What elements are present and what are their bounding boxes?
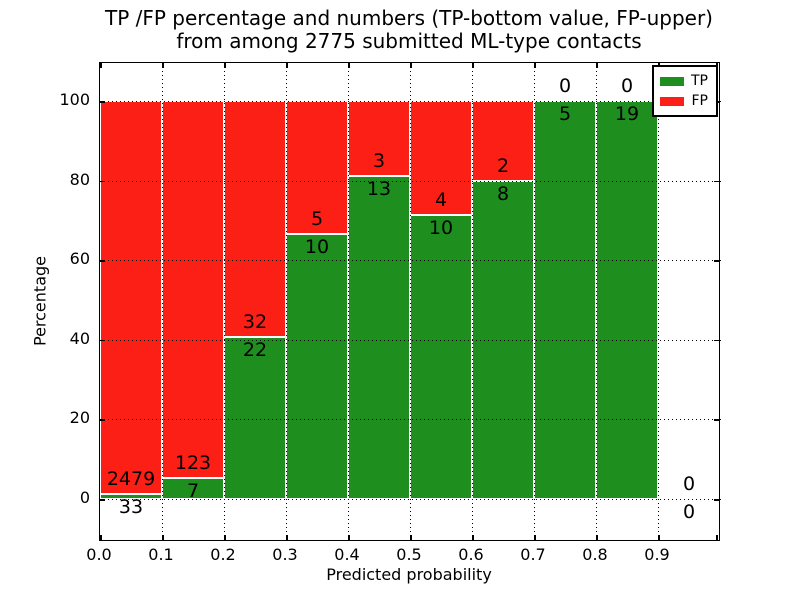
y-tick-mark [714,419,719,421]
legend-label-tp: TP [691,73,708,89]
x-tick-mark [472,63,474,68]
bar-tp-segment [534,101,596,499]
x-gridline [410,63,411,542]
y-tick-mark [100,339,105,342]
bar-tp-segment [286,233,348,499]
x-tick-label: 0.7 [520,545,546,564]
y-tick-mark [714,260,719,262]
x-gridline [596,63,597,542]
x-tick-mark [716,535,718,540]
bar-tp-segment [410,214,472,499]
y-tick-mark [100,180,105,183]
x-gridline [286,63,287,542]
fp-count-label: 123 [174,451,212,474]
bar-fp-segment [286,101,348,234]
x-tick-label: 0.1 [148,545,174,564]
x-tick-mark [596,63,598,68]
x-gridline [534,63,535,542]
tp-count-label: 13 [366,177,392,200]
y-tick-label: 40 [69,328,90,348]
x-axis-label: Predicted probability [326,565,492,584]
x-tick-mark [658,535,660,540]
x-tick-mark [224,63,226,68]
y-tick-mark [100,260,105,262]
bar-tp-segment [224,336,286,499]
y-tick-label: 60 [69,249,90,269]
fp-count-label: 2 [496,154,510,177]
x-tick-mark [534,535,536,540]
y-tick-mark [100,419,105,421]
x-tick-mark [410,535,412,540]
x-tick-mark [348,535,350,540]
legend-label-fp: FP [691,93,709,109]
plot-area: TP FP 2479 33 123 7 32 22 5 10 3 13 4 10 2 8 0 5 0 19 0 0 [99,62,721,542]
x-tick-label: 0.2 [210,545,236,564]
x-tick-mark [100,63,102,68]
bar-fp-segment [224,101,286,337]
x-gridline [162,63,163,542]
x-tick-label: 0.3 [272,545,298,564]
x-tick-label: 0.0 [86,545,112,564]
x-tick-label: 0.6 [458,545,484,564]
x-gridline [658,63,659,542]
x-tick-mark [534,63,536,68]
fp-count-label: 2479 [106,467,156,490]
y-tick-label: 100 [59,90,90,109]
legend-row: TP [660,71,708,91]
tp-count-label: 5 [558,103,572,125]
x-gridline [472,63,473,542]
x-tick-label: 0.9 [644,545,670,564]
x-tick-mark [286,63,288,68]
legend-row: FP [660,91,708,111]
fp-count-label: 4 [434,188,448,211]
x-tick-mark [596,535,598,540]
x-tick-mark [410,63,412,68]
x-tick-mark [162,63,164,68]
chart-title-line2: from among 2775 submitted ML-type contac… [176,29,642,53]
tp-count-label: 33 [118,495,144,518]
y-tick-label: 20 [69,408,90,428]
legend-swatch-tp [660,76,684,86]
x-tick-mark [286,535,288,540]
y-tick-mark [100,101,105,103]
bar-fp-segment [100,101,162,494]
x-tick-label: 0.8 [582,545,608,564]
x-gridline [348,63,349,542]
x-tick-mark [224,535,226,540]
fp-count-label: 5 [310,207,324,230]
chart-title: TP /FP percentage and numbers (TP-bottom… [99,7,719,53]
y-tick-label: 80 [69,169,90,189]
x-tick-mark [162,535,164,540]
x-tick-mark [100,535,102,540]
legend: TP FP [652,65,718,117]
x-tick-label: 0.4 [334,545,360,564]
x-gridline [224,63,225,542]
y-tick-label: 0 [79,488,90,507]
bar-fp-segment [162,101,224,478]
fp-count-label: 32 [242,310,268,333]
bar-tp-segment [596,101,658,499]
x-tick-mark [348,63,350,68]
tp-count-label: 7 [186,479,200,502]
x-tick-mark [472,535,474,540]
fp-count-label: 0 [558,75,572,97]
bar-tp-segment [100,493,162,499]
fp-count-label: 0 [620,75,634,97]
tp-count-label: 19 [614,103,640,125]
chart-title-line1: TP /FP percentage and numbers (TP-bottom… [105,6,713,30]
fp-count-label: 0 [682,473,696,495]
y-tick-mark [714,180,719,183]
tp-count-label: 10 [428,216,454,239]
tp-count-label: 22 [242,338,268,361]
tp-count-label: 0 [682,501,696,523]
y-tick-mark [100,499,105,501]
tp-count-label: 10 [304,235,330,258]
x-tick-label: 0.5 [396,545,422,564]
legend-swatch-fp [660,96,684,106]
y-tick-mark [714,339,719,342]
tp-count-label: 8 [496,182,510,205]
y-tick-mark [714,499,719,501]
fp-count-label: 3 [372,149,386,172]
